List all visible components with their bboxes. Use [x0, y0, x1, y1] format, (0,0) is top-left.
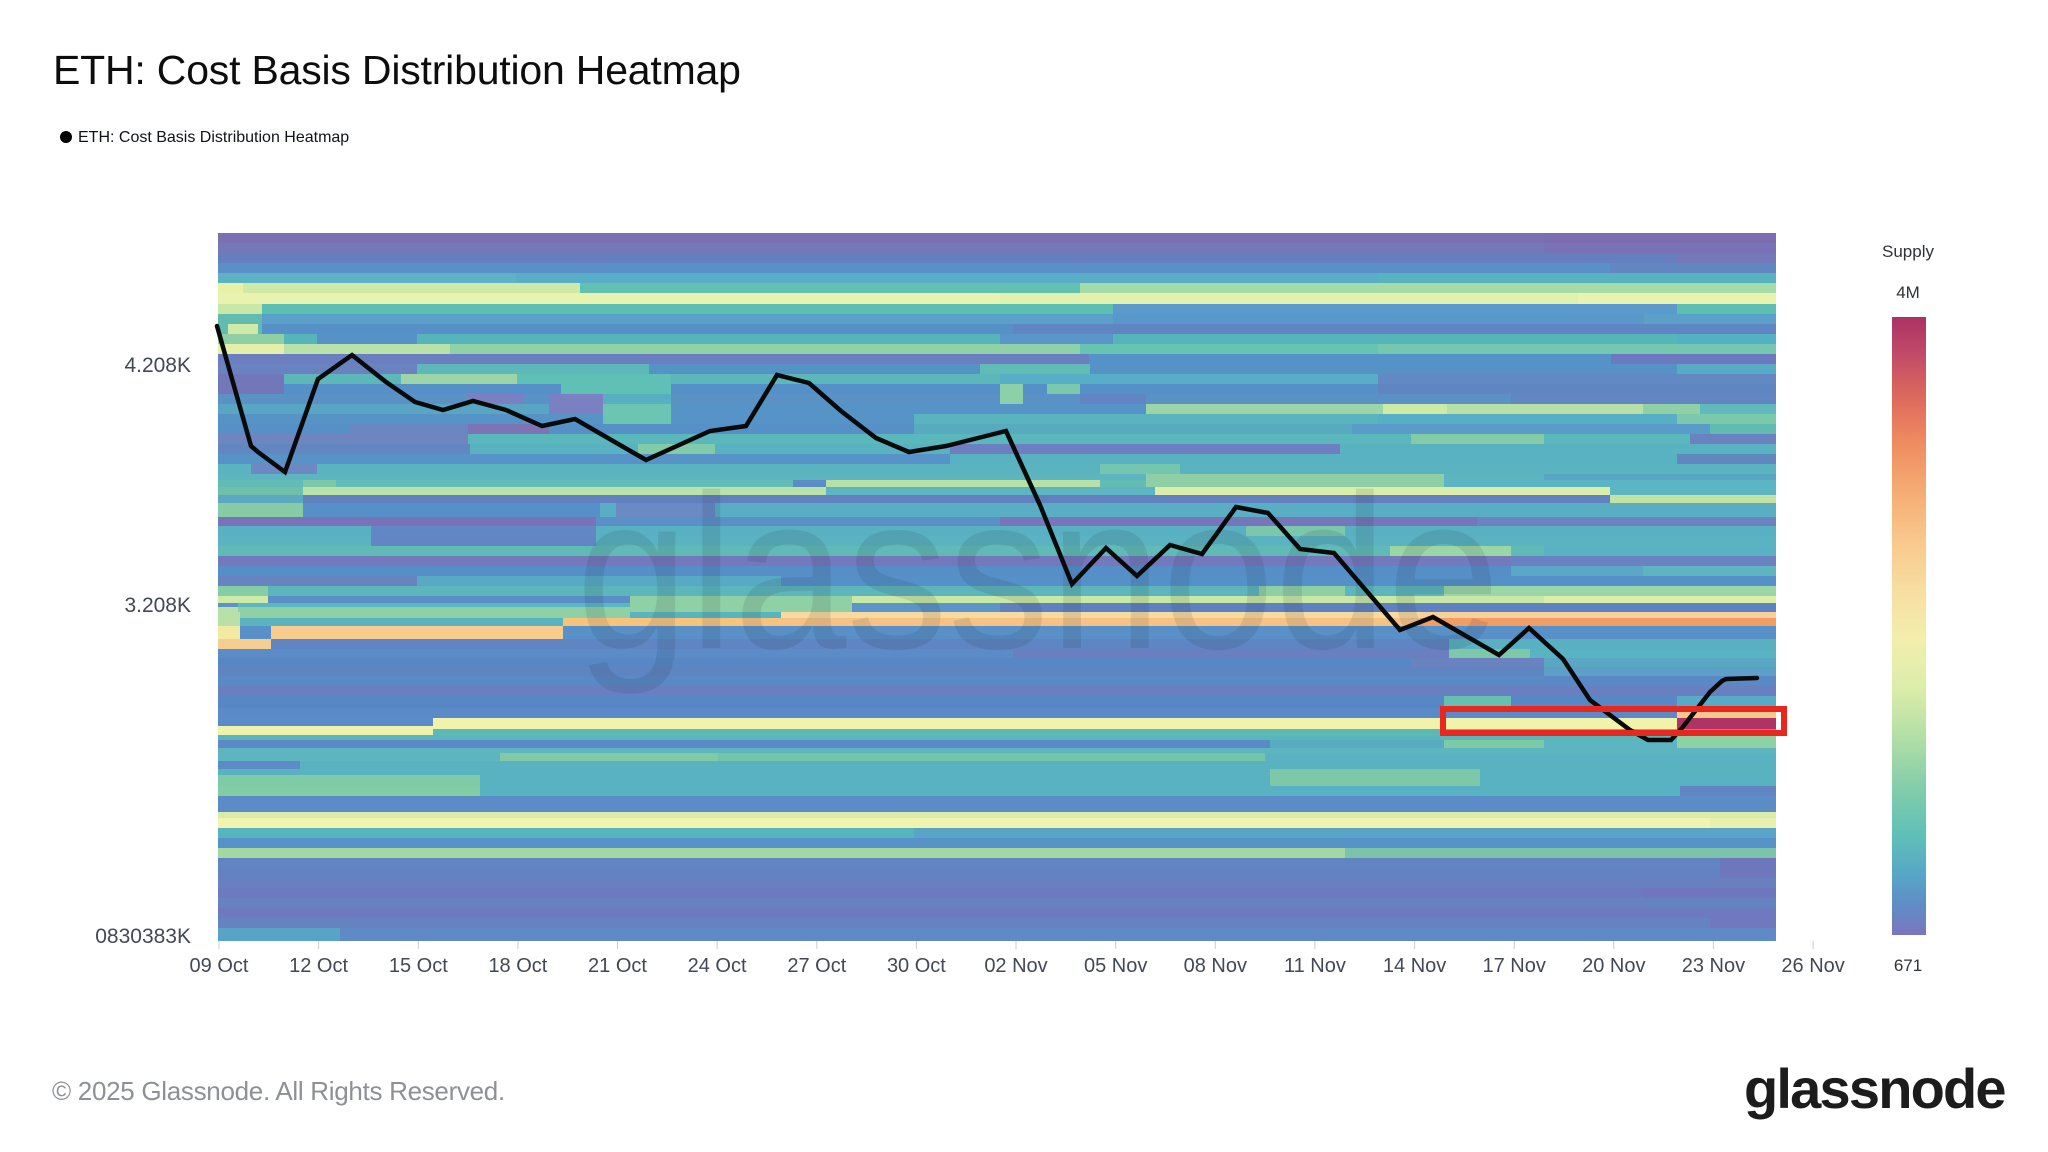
svg-text:24 Oct: 24 Oct	[688, 955, 747, 977]
svg-text:05 Nov: 05 Nov	[1084, 955, 1147, 977]
svg-text:17 Nov: 17 Nov	[1483, 955, 1546, 977]
svg-text:02 Nov: 02 Nov	[984, 955, 1047, 977]
svg-text:26 Nov: 26 Nov	[1781, 955, 1844, 977]
svg-text:15 Oct: 15 Oct	[389, 955, 448, 977]
svg-text:21 Oct: 21 Oct	[588, 955, 647, 977]
svg-text:08 Nov: 08 Nov	[1184, 955, 1247, 977]
svg-text:23 Nov: 23 Nov	[1682, 955, 1745, 977]
svg-text:18 Oct: 18 Oct	[488, 955, 547, 977]
svg-text:671: 671	[1894, 956, 1922, 975]
svg-text:Supply: Supply	[1882, 242, 1934, 261]
svg-text:12 Oct: 12 Oct	[289, 955, 348, 977]
svg-text:30 Oct: 30 Oct	[887, 955, 946, 977]
svg-text:0830383K: 0830383K	[95, 925, 191, 948]
svg-text:14 Nov: 14 Nov	[1383, 955, 1446, 977]
svg-text:4.208K: 4.208K	[124, 354, 191, 377]
svg-text:4M: 4M	[1896, 283, 1920, 302]
svg-text:11 Nov: 11 Nov	[1284, 955, 1346, 977]
svg-text:27 Oct: 27 Oct	[787, 955, 846, 977]
svg-text:glassnode: glassnode	[576, 449, 1500, 695]
svg-text:3.208K: 3.208K	[124, 594, 191, 617]
svg-text:09 Oct: 09 Oct	[190, 955, 249, 977]
svg-text:20 Nov: 20 Nov	[1582, 955, 1645, 977]
